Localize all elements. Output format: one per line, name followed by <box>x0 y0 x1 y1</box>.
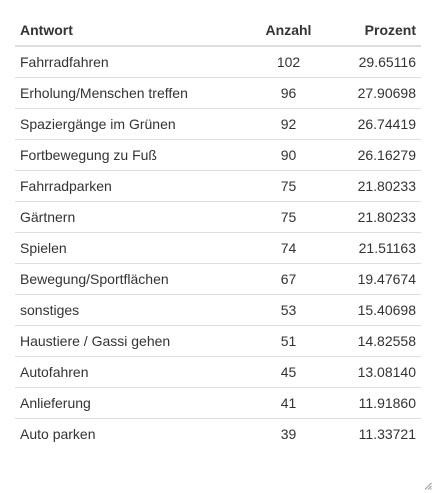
cell-prozent: 14.82558 <box>334 325 421 357</box>
cell-antwort: Gärtnern <box>15 201 243 233</box>
header-prozent[interactable]: Prozent <box>334 15 421 47</box>
cell-prozent: 21.80233 <box>334 201 421 233</box>
table-header: Antwort Anzahl Prozent <box>15 15 421 47</box>
cell-prozent: 26.74419 <box>334 108 421 140</box>
cell-anzahl: 41 <box>243 387 334 419</box>
cell-prozent: 27.90698 <box>334 77 421 109</box>
cell-antwort: Fahrradparken <box>15 170 243 202</box>
table-row: sonstiges 53 15.40698 <box>15 294 421 326</box>
cell-anzahl: 51 <box>243 325 334 357</box>
cell-prozent: 29.65116 <box>334 46 421 78</box>
header-row: Antwort Anzahl Prozent <box>15 15 421 47</box>
table-row: Erholung/Menschen treffen 96 27.90698 <box>15 77 421 109</box>
table-row: Bewegung/Sportflächen 67 19.47674 <box>15 263 421 295</box>
cell-antwort: Bewegung/Sportflächen <box>15 263 243 295</box>
cell-anzahl: 53 <box>243 294 334 326</box>
cell-anzahl: 90 <box>243 139 334 171</box>
table-row: Spielen 74 21.51163 <box>15 232 421 264</box>
table-body: Fahrradfahren 102 29.65116 Erholung/Mens… <box>15 46 421 449</box>
cell-prozent: 19.47674 <box>334 263 421 295</box>
header-anzahl[interactable]: Anzahl <box>243 15 334 47</box>
resize-grip-icon[interactable] <box>424 477 432 490</box>
table-row: Autofahren 45 13.08140 <box>15 356 421 388</box>
cell-prozent: 15.40698 <box>334 294 421 326</box>
table-row: Haustiere / Gassi gehen 51 14.82558 <box>15 325 421 357</box>
cell-anzahl: 96 <box>243 77 334 109</box>
table-row: Fortbewegung zu Fuß 90 26.16279 <box>15 139 421 171</box>
cell-anzahl: 45 <box>243 356 334 388</box>
cell-antwort: sonstiges <box>15 294 243 326</box>
cell-antwort: Fahrradfahren <box>15 46 243 78</box>
resize-grip-svg <box>424 482 432 490</box>
cell-anzahl: 67 <box>243 263 334 295</box>
cell-antwort: Fortbewegung zu Fuß <box>15 139 243 171</box>
cell-antwort: Spielen <box>15 232 243 264</box>
cell-anzahl: 39 <box>280 426 297 442</box>
table-row: Auto parken 39 11.33721 <box>15 419 421 450</box>
table-row: Fahrradparken 75 21.80233 <box>15 170 421 202</box>
table-row: Gärtnern 75 21.80233 <box>15 201 421 233</box>
cell-antwort: Auto parken <box>20 426 96 442</box>
cell-antwort: Anlieferung <box>15 387 243 419</box>
cell-prozent: 21.80233 <box>334 170 421 202</box>
cell-prozent: 21.51163 <box>334 232 421 264</box>
cell-antwort: Haustiere / Gassi gehen <box>15 325 243 357</box>
cell-prozent: 13.08140 <box>334 356 421 388</box>
cell-prozent: 26.16279 <box>334 139 421 171</box>
table-row: Spaziergänge im Grünen 92 26.74419 <box>15 108 421 140</box>
table-row: Fahrradfahren 102 29.65116 <box>15 46 421 78</box>
cell-prozent: 11.33721 <box>358 426 416 442</box>
results-table-container: Antwort Anzahl Prozent Fahrradfahren 102… <box>15 15 421 449</box>
cell-anzahl: 102 <box>243 46 334 78</box>
cell-antwort: Erholung/Menschen treffen <box>15 77 243 109</box>
cell-anzahl: 75 <box>243 170 334 202</box>
results-table: Antwort Anzahl Prozent Fahrradfahren 102… <box>15 15 421 449</box>
cell-anzahl: 74 <box>243 232 334 264</box>
cell-anzahl: 75 <box>243 201 334 233</box>
table-row: Anlieferung 41 11.91860 <box>15 387 421 419</box>
cell-antwort: Spaziergänge im Grünen <box>15 108 243 140</box>
header-antwort[interactable]: Antwort <box>15 15 243 47</box>
cell-prozent: 11.91860 <box>334 387 421 419</box>
cell-anzahl: 92 <box>243 108 334 140</box>
cell-antwort: Autofahren <box>15 356 243 388</box>
